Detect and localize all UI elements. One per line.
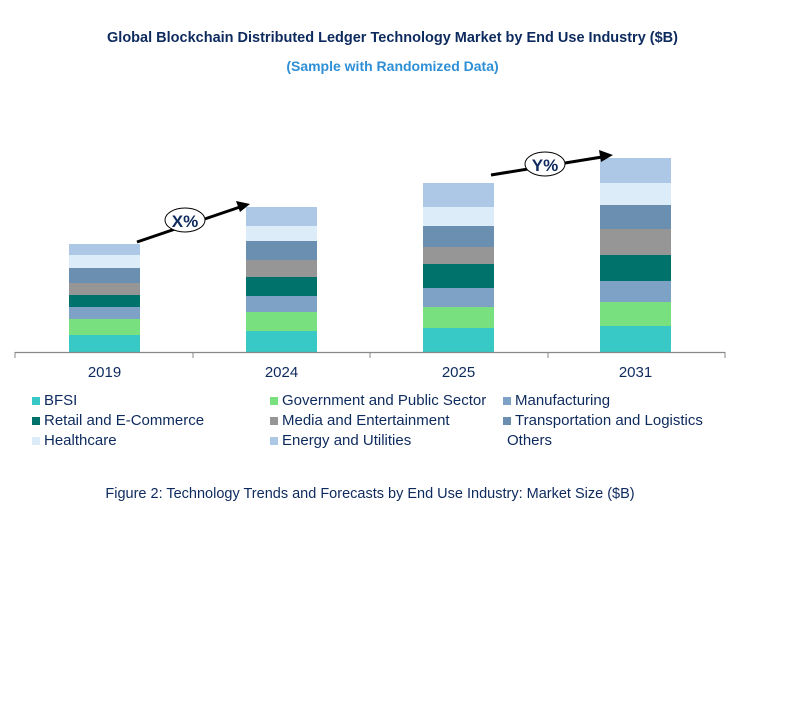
bar-segment-2025-6 (423, 207, 494, 226)
legend-swatch (503, 416, 511, 425)
bar-segment-2019-0 (69, 335, 140, 352)
bar-segment-2019-7 (69, 244, 140, 255)
legend-label: Media and Entertainment (282, 412, 450, 429)
bar-segment-2019-2 (69, 307, 140, 319)
bar-segment-2031-3 (600, 255, 671, 281)
bar-segment-2031-4 (600, 229, 671, 255)
bar-segment-2025-3 (423, 264, 494, 288)
bar-segment-2025-2 (423, 288, 494, 307)
growth-arrow-y: Y% (490, 150, 613, 177)
bar-segment-2025-4 (423, 247, 494, 264)
growth-arrow-x: X% (136, 201, 250, 244)
bar-segment-2031-7 (600, 158, 671, 183)
bar-segment-2024-5 (246, 241, 317, 260)
bar-segment-2025-7 (423, 183, 494, 207)
bar-segment-2024-4 (246, 260, 317, 277)
legend-item: BFSI (32, 392, 77, 409)
x-tick-label: 2024 (265, 364, 298, 381)
legend-label: Manufacturing (515, 392, 611, 409)
legend-swatch (270, 416, 278, 425)
legend-item: Manufacturing (503, 392, 610, 409)
legend-label: Energy and Utilities (282, 432, 412, 449)
bar-segment-2024-7 (246, 207, 317, 226)
bar-segment-2019-5 (69, 268, 140, 283)
bar-segment-2031-6 (600, 183, 671, 205)
legend-item: Government and Public Sector (270, 392, 486, 409)
bar-segment-2031-5 (600, 205, 671, 229)
bar-segment-2031-1 (600, 302, 671, 326)
legend-swatch (270, 436, 278, 445)
x-tick-label: 2025 (442, 364, 475, 381)
bar-segment-2024-3 (246, 277, 317, 296)
x-tick-label: 2019 (88, 364, 121, 381)
legend-label: BFSI (44, 392, 78, 409)
bar-segment-2019-1 (69, 319, 140, 335)
legend-swatch (32, 396, 40, 405)
bar-segment-2024-1 (246, 312, 317, 331)
legend-item: Others (503, 432, 552, 449)
figure-caption: Figure 2: Technology Trends and Forecast… (105, 486, 635, 502)
annotation-y: Y% (532, 156, 558, 175)
legend-swatch (503, 396, 511, 405)
legend-item: Retail and E-Commerce (32, 412, 204, 429)
legend-label: Healthcare (44, 432, 117, 449)
bar-segment-2019-4 (69, 283, 140, 295)
bar-segment-2031-0 (600, 326, 671, 352)
legend-swatch (270, 396, 278, 405)
annotation-x: X% (172, 212, 198, 231)
legend-swatch (32, 436, 40, 445)
bar-segment-2025-5 (423, 226, 494, 247)
stacked-bar-chart: 2019 2024 2025 2031 X% Y% (14, 150, 726, 381)
legend-label: Transportation and Logistics (515, 412, 703, 429)
legend-item: Media and Entertainment (270, 412, 450, 429)
bar-segment-2024-2 (246, 296, 317, 312)
x-tick-label: 2031 (619, 364, 652, 381)
bar-segment-2019-3 (69, 295, 140, 307)
bar-segment-2025-1 (423, 307, 494, 328)
legend-item: Healthcare (32, 432, 117, 449)
legend-label: Retail and E-Commerce (44, 412, 205, 429)
bar-segment-2025-0 (423, 328, 494, 352)
chart-subtitle: (Sample with Randomized Data) (286, 58, 499, 74)
bar-segment-2024-0 (246, 331, 317, 352)
chart-title: Global Blockchain Distributed Ledger Tec… (107, 30, 678, 46)
legend-item: Energy and Utilities (270, 432, 411, 449)
bar-segment-2024-6 (246, 226, 317, 241)
legend-swatch (32, 416, 40, 425)
bar-segment-2019-6 (69, 255, 140, 268)
legend-label: Others (507, 432, 553, 449)
legend-label: Government and Public Sector (282, 392, 487, 409)
legend-item: Transportation and Logistics (503, 412, 703, 429)
bar-segment-2031-2 (600, 281, 671, 302)
